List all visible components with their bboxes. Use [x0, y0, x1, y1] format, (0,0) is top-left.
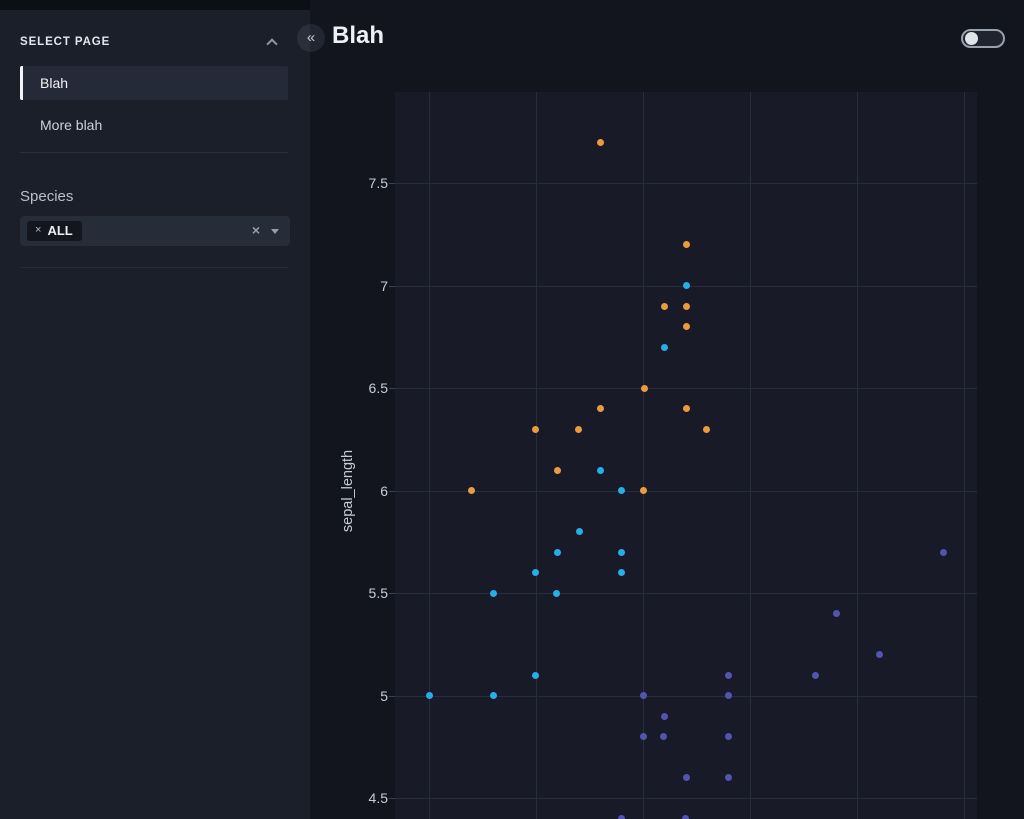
y-tick-mark — [389, 388, 395, 389]
divider — [20, 267, 288, 268]
x-gridline — [963, 92, 965, 819]
scatter-point-orange — [660, 302, 668, 310]
sidebar: SELECT PAGE Blah More blah Species × ALL … — [0, 0, 310, 819]
clear-select-icon[interactable]: × — [251, 222, 260, 238]
y-tick-label: 5.5 — [368, 585, 388, 601]
y-tick-mark — [389, 490, 395, 492]
y-tick-mark — [389, 285, 395, 287]
scatter-point-purple — [681, 815, 689, 819]
scatter-point-cyan — [596, 466, 604, 474]
y-tick-mark — [389, 695, 395, 697]
scatter-point-orange — [596, 405, 604, 412]
x-gridline — [428, 92, 430, 819]
selected-tag-label: ALL — [47, 223, 73, 238]
scatter-point-orange — [682, 405, 690, 412]
sidebar-item-more-blah[interactable]: More blah — [40, 117, 103, 133]
sidebar-item-blah[interactable]: Blah — [20, 66, 288, 100]
chevron-up-icon[interactable] — [266, 38, 278, 50]
sidebar-header: SELECT PAGE — [20, 33, 290, 51]
scatter-point-orange — [531, 425, 539, 433]
selected-tag[interactable]: × ALL — [27, 221, 82, 241]
scatter-point-orange — [640, 384, 648, 392]
scatter-point-cyan — [682, 282, 690, 289]
remove-tag-icon[interactable]: × — [35, 224, 42, 236]
y-axis-title: sepal_length — [340, 449, 356, 533]
scatter-point-purple — [811, 671, 819, 679]
scatter-point-purple — [617, 815, 625, 819]
scatter-point-cyan — [575, 528, 583, 535]
y-tick-label: 6.5 — [368, 380, 388, 396]
scatter-point-cyan — [617, 487, 625, 494]
scatter-point-purple — [724, 774, 732, 781]
species-select[interactable]: × ALL × — [20, 216, 290, 246]
collapse-chevrons-icon: « — [306, 29, 316, 46]
x-gridline — [642, 92, 644, 819]
scatter-point-orange — [639, 487, 647, 494]
select-page-label: SELECT PAGE — [20, 36, 111, 48]
scatter-point-orange — [702, 425, 710, 433]
scatter-point-orange — [574, 425, 582, 433]
scatter-point-cyan — [660, 343, 668, 351]
y-gridline — [395, 183, 977, 184]
y-tick-label: 5 — [380, 687, 388, 704]
scatter-point-purple — [875, 651, 883, 658]
scatter-point-orange — [682, 323, 690, 330]
y-tick-label: 7 — [380, 277, 388, 294]
sidebar-top-strip — [0, 0, 310, 10]
y-gridline — [395, 593, 977, 594]
y-tick-mark — [389, 593, 395, 594]
scatter-point-purple — [639, 733, 647, 740]
page-nav: Blah More blah — [20, 66, 288, 150]
species-filter-label: Species — [20, 188, 74, 205]
y-tick-label: 7.5 — [368, 175, 388, 191]
scatter-point-cyan — [489, 589, 497, 597]
scatter-point-cyan — [553, 548, 561, 556]
scatter-point-orange — [596, 138, 604, 146]
y-tick-mark — [389, 183, 395, 184]
theme-toggle[interactable] — [961, 29, 1005, 48]
scatter-point-orange — [467, 487, 475, 494]
y-gridline — [395, 798, 977, 799]
scatter-point-purple — [724, 733, 732, 740]
y-tick-mark — [389, 798, 395, 799]
dropdown-caret-icon[interactable] — [271, 229, 279, 234]
x-gridline — [535, 92, 537, 819]
scatter-point-orange — [553, 466, 561, 474]
scatter-point-purple — [832, 610, 840, 617]
scatter-point-purple — [660, 712, 668, 720]
toggle-knob — [965, 32, 978, 45]
y-gridline — [395, 490, 977, 492]
scatter-point-purple — [639, 692, 647, 699]
scatter-point-purple — [724, 671, 732, 679]
sidebar-collapse-button[interactable]: « — [297, 24, 325, 52]
scatter-point-cyan — [531, 569, 539, 576]
x-gridline — [749, 92, 751, 819]
scatter-point-purple — [659, 733, 667, 740]
scatter-point-cyan — [617, 548, 625, 556]
scatter-point-cyan — [617, 569, 625, 576]
plot-area[interactable] — [395, 92, 977, 819]
divider — [20, 152, 288, 153]
page-title: Blah — [332, 22, 385, 49]
scatter-point-purple — [939, 548, 947, 556]
scatter-point-purple — [682, 774, 690, 781]
scatter-point-cyan — [531, 671, 539, 679]
scatter-point-orange — [682, 241, 690, 248]
scatter-point-orange — [682, 302, 690, 310]
y-tick-label: 6 — [380, 482, 388, 499]
scatter-point-cyan — [552, 589, 560, 597]
y-gridline — [395, 695, 977, 697]
scatter-point-cyan — [425, 692, 433, 699]
scatter-point-cyan — [489, 692, 497, 699]
y-tick-label: 4.5 — [368, 790, 388, 806]
y-gridline — [395, 388, 977, 389]
scatter-point-purple — [724, 692, 732, 699]
x-gridline — [856, 92, 858, 819]
